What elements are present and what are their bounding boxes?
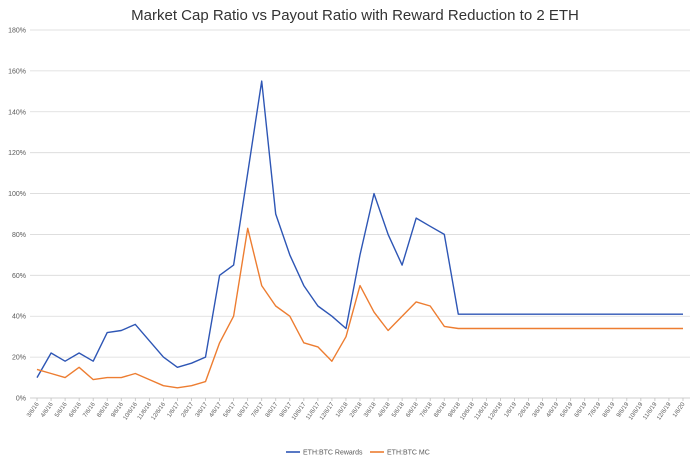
x-tick-label: 5/6/18 xyxy=(391,401,406,419)
x-tick-label: 7/6/19 xyxy=(588,401,603,419)
series-line-eth-btc-mc xyxy=(36,227,683,389)
x-tick-label: 1/6/19 xyxy=(504,401,519,419)
x-tick-label: 4/6/18 xyxy=(377,401,392,419)
x-tick-label: 5/6/19 xyxy=(560,401,575,419)
x-tick-label: 4/6/16 xyxy=(40,401,55,419)
x-tick-label: 7/6/17 xyxy=(251,401,266,419)
x-tick-label: 4/6/19 xyxy=(546,401,561,419)
x-tick-label: 3/6/16 xyxy=(26,401,41,419)
x-tick-label: 8/6/19 xyxy=(602,401,617,419)
x-tick-label: 12/6/18 xyxy=(488,401,505,421)
x-tick-label: 8/6/16 xyxy=(96,401,111,419)
x-tick-label: 7/6/16 xyxy=(82,401,97,419)
x-tick-label: 8/6/17 xyxy=(265,401,280,419)
y-tick-label: 20% xyxy=(12,355,26,362)
y-tick-label: 160% xyxy=(8,68,26,75)
x-tick-label: 6/6/18 xyxy=(405,401,420,419)
y-tick-label: 140% xyxy=(8,109,26,116)
legend: ETH:BTC Rewards ETH:BTC MC xyxy=(286,450,430,457)
x-tick-label: 6/6/17 xyxy=(237,401,252,419)
gridlines xyxy=(30,29,690,399)
x-tick-label: 2/6/17 xyxy=(181,401,196,419)
x-tick-label: 1/6/18 xyxy=(335,401,350,419)
series-lines xyxy=(36,80,683,389)
x-tick-label: 7/6/18 xyxy=(419,401,434,419)
y-tick-label: 100% xyxy=(8,191,26,198)
x-tick-label: 12/6/16 xyxy=(151,401,168,421)
y-tick-label: 120% xyxy=(8,150,26,157)
x-tick-label: 5/6/16 xyxy=(54,401,69,419)
y-tick-label: 0% xyxy=(16,396,26,403)
x-axis-ticks: 3/6/16 4/6/16 5/6/16 6/6/16 7/6/16 8/6/16 9/6/… xyxy=(26,398,687,422)
x-tick-label: 6/6/19 xyxy=(574,401,589,419)
x-tick-label: 5/6/17 xyxy=(223,401,238,419)
series-line-eth-btc-rewards xyxy=(36,80,683,378)
x-tick-label: 3/6/18 xyxy=(363,401,378,419)
legend-label-rewards: ETH:BTC Rewards xyxy=(303,450,363,457)
x-tick-label: 2/6/18 xyxy=(349,401,364,419)
legend-label-mc: ETH:BTC MC xyxy=(387,450,430,457)
x-tick-label: 8/6/18 xyxy=(433,401,448,419)
y-tick-label: 180% xyxy=(8,28,26,35)
x-tick-label: 1/6/20 xyxy=(672,401,687,419)
y-tick-label: 60% xyxy=(12,273,26,280)
x-tick-label: 1/6/17 xyxy=(167,401,182,419)
x-tick-label: 6/6/16 xyxy=(68,401,83,419)
y-tick-label: 80% xyxy=(12,232,26,239)
x-tick-label: 12/6/17 xyxy=(319,401,336,421)
y-axis-ticks: 0% 20% 40% 60% 80% 100% 120% 140% 160% 180% xyxy=(8,28,26,403)
x-tick-label: 3/6/17 xyxy=(195,401,210,419)
x-tick-label: 12/6/19 xyxy=(656,401,673,421)
x-tick-label: 4/6/17 xyxy=(209,401,224,419)
chart-title: Market Cap Ratio vs Payout Ratio with Re… xyxy=(131,7,579,24)
y-tick-label: 40% xyxy=(12,314,26,321)
x-tick-label: 3/6/19 xyxy=(532,401,547,419)
x-tick-label: 2/6/19 xyxy=(518,401,533,419)
